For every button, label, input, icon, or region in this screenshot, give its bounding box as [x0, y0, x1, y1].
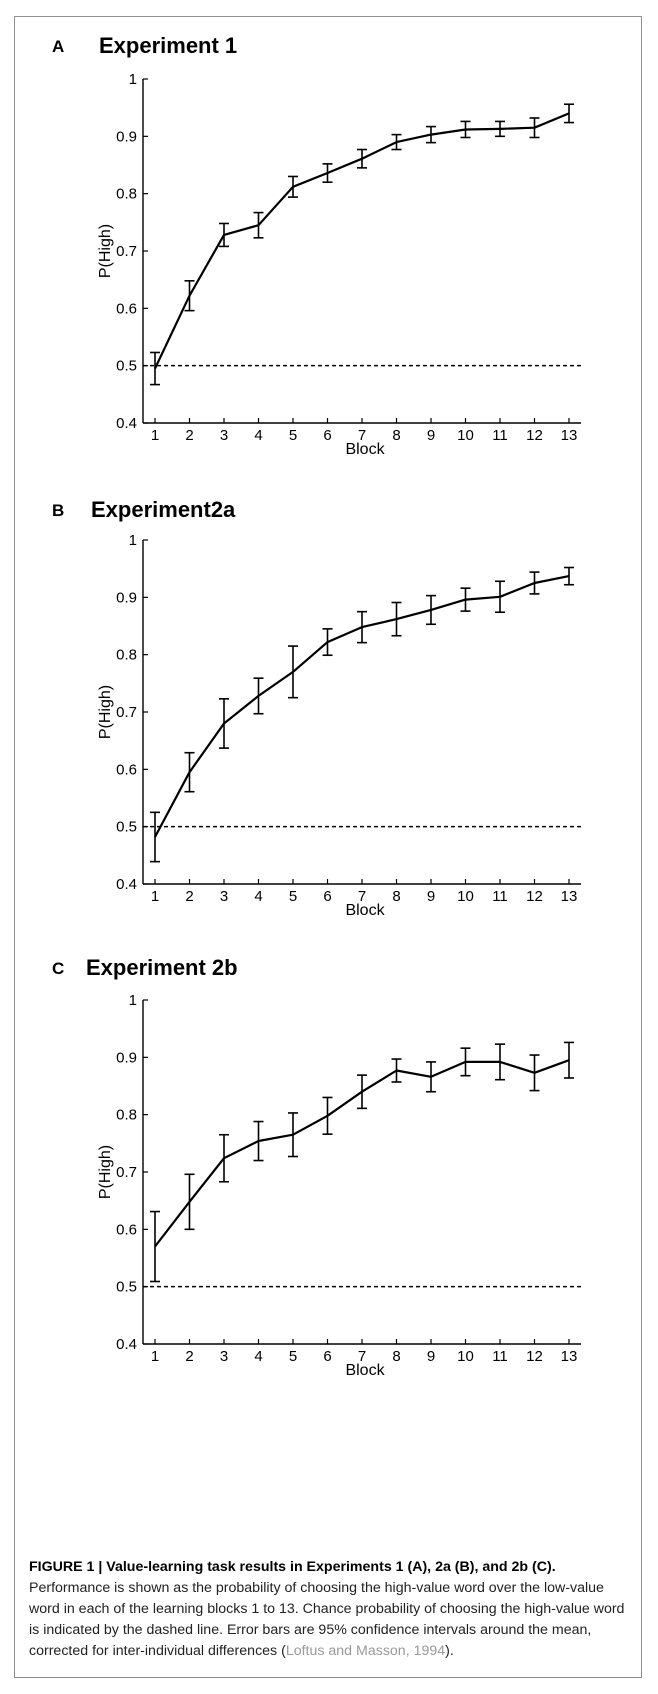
x-tick-label: 5 [289, 888, 297, 905]
x-tick-label: 9 [427, 427, 435, 444]
y-tick-label: 1 [129, 71, 137, 88]
x-tick-label: 2 [185, 1348, 193, 1365]
caption-text: Performance is shown as the probability … [29, 1580, 625, 1659]
x-tick-label: 6 [323, 427, 331, 444]
x-tick-label: 10 [457, 427, 474, 444]
x-tick-label: 11 [492, 427, 508, 444]
panel-title: Experiment 1 [99, 33, 237, 58]
y-tick-label: 0.6 [116, 300, 137, 317]
x-tick-label: 3 [220, 427, 228, 444]
x-tick-label: 4 [254, 888, 262, 905]
chart-panel-c: C Experiment 2b0.40.50.60.70.80.911 2 3 4 5 6 7… [52, 955, 581, 1379]
y-tick-label: 0.9 [116, 1049, 137, 1066]
y-tick-label: 0.9 [116, 589, 137, 606]
y-tick-label: 0.4 [116, 415, 137, 432]
figure-caption: FIGURE 1 | Value-learning task results i… [29, 1557, 634, 1662]
x-tick-label: 11 [492, 888, 508, 905]
y-tick-label: 1 [129, 992, 137, 1009]
x-tick-label: 3 [220, 1348, 228, 1365]
x-tick-label: 13 [561, 888, 578, 905]
x-tick-label: 3 [220, 888, 228, 905]
y-tick-label: 1 [129, 532, 137, 549]
y-tick-label: 0.7 [116, 704, 137, 721]
x-tick-label: 5 [289, 427, 297, 444]
x-tick-label: 7 [358, 427, 366, 444]
y-tick-label: 0.6 [116, 1221, 137, 1238]
caption-end: ). [445, 1643, 454, 1659]
x-tick-label: 1 [151, 1348, 159, 1365]
x-tick-label: 8 [392, 427, 400, 444]
chart-panel-a: A Experiment 10.40.50.60.70.80.911 2 3 4 5 6 7 8… [52, 33, 581, 458]
x-tick-label: 13 [561, 427, 578, 444]
x-tick-label: 6 [323, 1348, 331, 1365]
y-tick-label: 0.6 [116, 761, 137, 778]
x-tick-label: 11 [492, 1348, 508, 1365]
caption-bold: FIGURE 1 | Value-learning task results i… [29, 1559, 556, 1575]
x-tick-label: 13 [561, 1348, 578, 1365]
x-tick-label: 8 [392, 888, 400, 905]
y-tick-label: 0.5 [116, 1279, 137, 1296]
x-tick-label: 1 [151, 888, 159, 905]
x-tick-label: 10 [457, 1348, 474, 1365]
x-tick-label: 2 [185, 888, 193, 905]
y-axis-label: P(High) [97, 685, 114, 739]
error-bar [150, 351, 160, 386]
x-tick-label: 1 [151, 427, 159, 444]
x-tick-label: 4 [254, 427, 262, 444]
figure-page: A Experiment 1 0.4 0.5 0.6 0.7 0.8 0.9 1 1 2 3 4 5 6 7 8… [14, 16, 642, 1678]
y-tick-label: 0.5 [116, 358, 137, 375]
panel-letter: A [52, 37, 64, 56]
y-tick-label: 0.9 [116, 128, 137, 145]
series-line [154, 112, 570, 369]
y-tick-label: 0.8 [116, 1107, 137, 1124]
x-axis-label: Block [345, 902, 385, 919]
panel-title: Experiment2a [91, 497, 236, 522]
y-tick-label: 0.5 [116, 819, 137, 836]
series-line [154, 575, 570, 838]
y-axis-label: P(High) [97, 224, 114, 278]
y-tick-label: 0.7 [116, 243, 137, 260]
error-bar [150, 1210, 160, 1283]
x-tick-label: 10 [457, 888, 474, 905]
y-tick-label: 0.8 [116, 186, 137, 203]
figure-svg: A Experiment 10.40.50.60.70.80.911 2 3 4 5 6 7 8… [52, 33, 581, 1379]
x-axis-label: Block [345, 441, 385, 458]
x-tick-label: 5 [289, 1348, 297, 1365]
x-tick-label: 2 [185, 427, 193, 444]
y-axis-label: P(High) [97, 1145, 114, 1199]
y-tick-label: 0.8 [116, 647, 137, 664]
x-axis-label: Block [345, 1362, 385, 1379]
x-tick-label: 6 [323, 888, 331, 905]
caption-reference: Loftus and Masson, 1994 [285, 1643, 446, 1659]
y-tick-label: 0.7 [116, 1164, 137, 1181]
panel-letter: C [52, 959, 64, 978]
x-tick-label: 9 [427, 888, 435, 905]
panel-letter: B [52, 501, 64, 520]
x-tick-label: 12 [526, 1348, 543, 1365]
x-tick-label: 4 [254, 1348, 262, 1365]
x-tick-label: 7 [358, 1348, 366, 1365]
x-tick-label: 8 [392, 1348, 400, 1365]
x-tick-label: 12 [526, 888, 543, 905]
x-tick-label: 12 [526, 427, 543, 444]
x-tick-label: 7 [358, 888, 366, 905]
panel-title: Experiment 2b [86, 955, 238, 980]
x-tick-label: 9 [427, 1348, 435, 1365]
series-line [154, 1059, 570, 1248]
y-tick-label: 0.4 [116, 1336, 137, 1353]
y-tick-label: 0.4 [116, 876, 137, 893]
